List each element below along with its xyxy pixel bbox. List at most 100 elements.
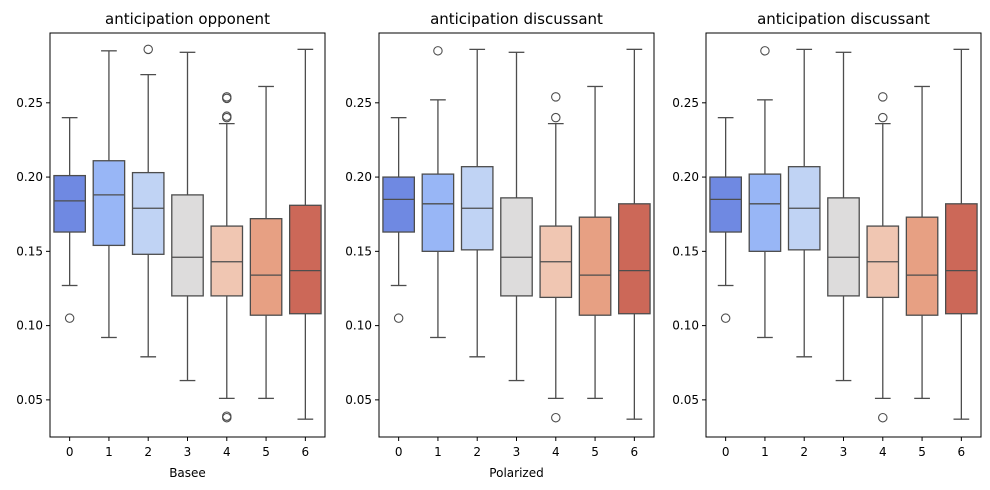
box-group xyxy=(787,48,821,358)
x-tick-label: 4 xyxy=(879,445,887,459)
subplot-1: anticipation opponent Basee 0.05 0.10 0.15… xyxy=(16,10,326,480)
y-tick-label: 0.10 xyxy=(672,319,699,333)
box xyxy=(748,173,782,252)
outlier-point xyxy=(878,112,888,123)
subplot-2-xlabel: Polarized xyxy=(489,466,543,480)
box-group xyxy=(421,46,455,339)
subplot-3-title: anticipation discussant xyxy=(757,10,930,28)
x-tick-label: 0 xyxy=(395,445,403,459)
y-tick-label: 0.05 xyxy=(16,393,43,407)
x-tick-label: 5 xyxy=(262,445,270,459)
box xyxy=(210,225,244,297)
box xyxy=(827,197,860,297)
x-tick-label: 0 xyxy=(66,445,74,459)
box-group xyxy=(171,51,204,382)
outlier-point xyxy=(143,44,153,55)
box xyxy=(382,176,416,233)
box xyxy=(500,197,533,297)
outlier-point xyxy=(222,411,232,421)
y-tick-label: 0.05 xyxy=(672,393,699,407)
x-tick-label: 6 xyxy=(958,445,966,459)
subplot-1-xlabel: Basee xyxy=(169,466,206,480)
box xyxy=(249,218,283,316)
x-tick-label: 4 xyxy=(223,445,231,459)
box-group xyxy=(617,48,651,420)
axes-frame xyxy=(49,32,326,438)
box-group xyxy=(210,92,244,423)
x-tick-label: 3 xyxy=(184,445,192,459)
y-tick-label: 0.15 xyxy=(345,244,372,258)
y-tick-label: 0.10 xyxy=(345,319,372,333)
box-group xyxy=(866,92,900,423)
outlier-point xyxy=(878,92,888,102)
x-tick-label: 1 xyxy=(761,445,769,459)
x-tick-label: 2 xyxy=(800,445,808,459)
y-tick-label: 0.20 xyxy=(345,170,372,184)
box xyxy=(288,204,322,315)
y-tick-label: 0.15 xyxy=(16,244,43,258)
x-tick-label: 3 xyxy=(513,445,521,459)
box-group xyxy=(748,46,782,339)
subplot-1-plot: 0.05 0.10 0.15 0.20 0.25 0 1 2 3 4 5 6 xyxy=(16,32,326,459)
box xyxy=(92,160,126,247)
y-tick-label: 0.20 xyxy=(16,170,43,184)
box xyxy=(53,174,87,233)
box xyxy=(709,176,743,233)
box xyxy=(905,216,939,316)
y-tick-label: 0.25 xyxy=(672,96,699,110)
box-group xyxy=(905,85,939,400)
box xyxy=(578,216,612,316)
outlier-point xyxy=(64,313,75,323)
x-tick-label: 2 xyxy=(144,445,152,459)
outlier-point xyxy=(551,412,561,423)
box xyxy=(944,203,978,315)
y-tick-label: 0.15 xyxy=(672,244,699,258)
box-group xyxy=(709,117,743,323)
x-tick-label: 0 xyxy=(722,445,730,459)
axes-frame xyxy=(378,32,655,438)
x-tick-label: 6 xyxy=(631,445,639,459)
outlier-point xyxy=(433,46,443,56)
box-group xyxy=(249,85,283,400)
y-tick-label: 0.05 xyxy=(345,393,372,407)
box xyxy=(171,194,204,297)
outlier-point xyxy=(551,112,561,123)
subplot-2-title: anticipation discussant xyxy=(430,10,603,28)
box-group xyxy=(131,44,165,358)
subplot-3-plot: 0.05 0.10 0.15 0.20 0.25 0 1 2 3 4 5 6 xyxy=(672,32,982,459)
box-group xyxy=(53,117,87,323)
x-tick-label: 6 xyxy=(302,445,310,459)
box-group xyxy=(460,48,494,358)
box-group xyxy=(382,117,416,323)
y-tick-label: 0.10 xyxy=(16,319,43,333)
box-group xyxy=(944,48,978,420)
box-group xyxy=(827,51,860,382)
y-tick-label: 0.25 xyxy=(345,96,372,110)
box xyxy=(617,203,651,315)
box-group xyxy=(92,50,126,339)
box-group xyxy=(500,51,533,382)
x-tick-label: 3 xyxy=(840,445,848,459)
outlier-point xyxy=(760,46,770,56)
x-tick-label: 5 xyxy=(918,445,926,459)
axes-frame xyxy=(705,32,982,438)
subplot-2: anticipation discussant Polarized 0.05 0.… xyxy=(345,10,655,480)
subplot-1-title: anticipation opponent xyxy=(105,10,270,28)
box xyxy=(421,173,455,252)
box-group xyxy=(578,85,612,400)
x-tick-label: 5 xyxy=(591,445,599,459)
x-tick-label: 4 xyxy=(552,445,560,459)
outlier-point xyxy=(222,92,232,102)
outlier-point xyxy=(878,412,888,423)
subplot-3: anticipation discussant 0.05 0.10 0.15 0.20… xyxy=(672,10,982,459)
y-tick-label: 0.25 xyxy=(16,96,43,110)
outlier-point xyxy=(551,92,561,102)
x-tick-label: 2 xyxy=(473,445,481,459)
y-tick-label: 0.20 xyxy=(672,170,699,184)
box-group xyxy=(539,92,573,423)
box-group xyxy=(288,48,322,420)
outlier-point xyxy=(720,313,731,323)
subplot-2-plot: 0.05 0.10 0.15 0.20 0.25 0 1 2 3 4 5 6 xyxy=(345,32,655,459)
